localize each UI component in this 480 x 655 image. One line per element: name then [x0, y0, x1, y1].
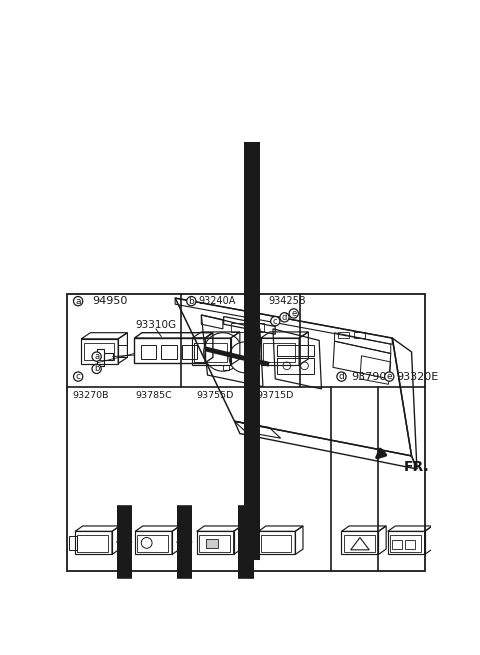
- Bar: [277, 345, 314, 356]
- Text: c: c: [273, 316, 277, 326]
- Bar: [223, 365, 229, 369]
- Text: b: b: [94, 364, 99, 373]
- Bar: [161, 345, 177, 359]
- Bar: [277, 358, 314, 373]
- Bar: [141, 345, 156, 359]
- Polygon shape: [190, 539, 192, 545]
- Bar: [182, 345, 197, 359]
- Bar: [84, 343, 114, 360]
- Bar: [75, 531, 112, 555]
- Bar: [338, 332, 349, 338]
- Text: 93785C: 93785C: [135, 391, 172, 400]
- Bar: [250, 323, 264, 332]
- Circle shape: [384, 372, 394, 381]
- Text: a: a: [75, 297, 81, 306]
- Circle shape: [204, 333, 242, 371]
- Text: 93310G: 93310G: [135, 320, 177, 330]
- Bar: [118, 345, 127, 358]
- Bar: [199, 535, 230, 552]
- Bar: [77, 535, 108, 552]
- Text: 93755D: 93755D: [196, 391, 234, 400]
- Bar: [104, 354, 113, 360]
- Text: a: a: [94, 352, 99, 361]
- Text: 94950: 94950: [92, 296, 127, 306]
- Circle shape: [337, 372, 346, 381]
- Circle shape: [73, 372, 83, 381]
- Text: d: d: [282, 313, 287, 322]
- Bar: [258, 531, 295, 555]
- Circle shape: [92, 364, 101, 373]
- Circle shape: [283, 362, 291, 369]
- Circle shape: [187, 297, 196, 306]
- Text: d: d: [338, 372, 344, 381]
- Bar: [388, 531, 425, 555]
- Text: 93425B: 93425B: [268, 296, 306, 306]
- Text: 93790: 93790: [351, 371, 387, 382]
- Text: e: e: [386, 372, 392, 381]
- Bar: [263, 343, 295, 362]
- Text: 93240A: 93240A: [199, 296, 236, 306]
- Bar: [137, 535, 168, 552]
- Polygon shape: [258, 348, 260, 354]
- Bar: [81, 339, 118, 364]
- Bar: [261, 535, 291, 552]
- Circle shape: [289, 309, 299, 318]
- Polygon shape: [206, 539, 218, 548]
- Bar: [194, 343, 227, 362]
- Text: c: c: [76, 372, 81, 381]
- Bar: [341, 531, 378, 555]
- Bar: [97, 349, 104, 365]
- Polygon shape: [177, 539, 179, 545]
- Circle shape: [73, 297, 83, 306]
- Circle shape: [271, 316, 280, 326]
- Bar: [134, 338, 205, 363]
- Text: 93715D: 93715D: [257, 391, 294, 400]
- Bar: [67, 294, 425, 571]
- Text: FR.: FR.: [404, 460, 430, 474]
- Circle shape: [92, 352, 101, 361]
- Text: e: e: [291, 309, 296, 318]
- Bar: [261, 338, 299, 365]
- Bar: [135, 531, 172, 555]
- Bar: [194, 343, 205, 362]
- Bar: [69, 536, 77, 550]
- Circle shape: [229, 342, 260, 373]
- Bar: [230, 323, 244, 332]
- Bar: [390, 535, 421, 552]
- Polygon shape: [238, 539, 240, 545]
- Text: 93320E: 93320E: [396, 371, 438, 382]
- Circle shape: [280, 312, 289, 322]
- Bar: [392, 540, 402, 549]
- Bar: [405, 540, 415, 549]
- Bar: [354, 332, 365, 338]
- Text: b: b: [189, 297, 194, 306]
- Circle shape: [141, 538, 152, 548]
- Bar: [344, 535, 374, 552]
- Bar: [197, 531, 234, 555]
- Polygon shape: [252, 539, 254, 545]
- Circle shape: [300, 362, 308, 369]
- Polygon shape: [117, 539, 119, 545]
- Text: 93270B: 93270B: [72, 391, 108, 400]
- Bar: [192, 338, 230, 365]
- Polygon shape: [130, 539, 132, 545]
- Polygon shape: [244, 348, 247, 354]
